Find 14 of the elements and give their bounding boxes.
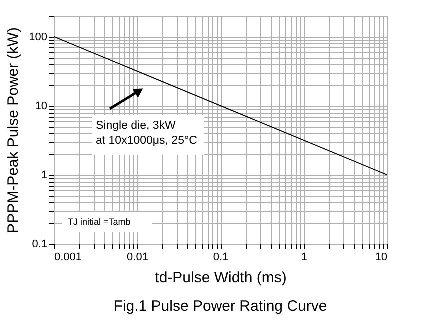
annotation: Single die, 3kW at 10x1000μs, 25°C xyxy=(96,120,198,147)
x-tick-label: 0.01 xyxy=(127,252,148,264)
y-axis-title: PPPM-Peak Pulse Power (kW) xyxy=(5,28,22,234)
y-tick-label: 0.1 xyxy=(32,238,48,250)
x-tick-label: 0.001 xyxy=(54,252,82,264)
y-tick-label: 100 xyxy=(29,31,48,44)
x-axis-title: td-Pulse Width (ms) xyxy=(155,270,287,286)
x-tick-label: 1 xyxy=(301,252,308,264)
annotation: TJ initial =Tamb xyxy=(68,217,131,227)
text: Fig.1 Pulse Power Rating Curve xyxy=(114,298,328,315)
y-tick-label: 1 xyxy=(41,169,48,182)
x-tick-label: 10 xyxy=(375,252,388,264)
x-tick-label: 0.1 xyxy=(213,252,229,264)
y-tick-label: 10 xyxy=(35,100,48,112)
